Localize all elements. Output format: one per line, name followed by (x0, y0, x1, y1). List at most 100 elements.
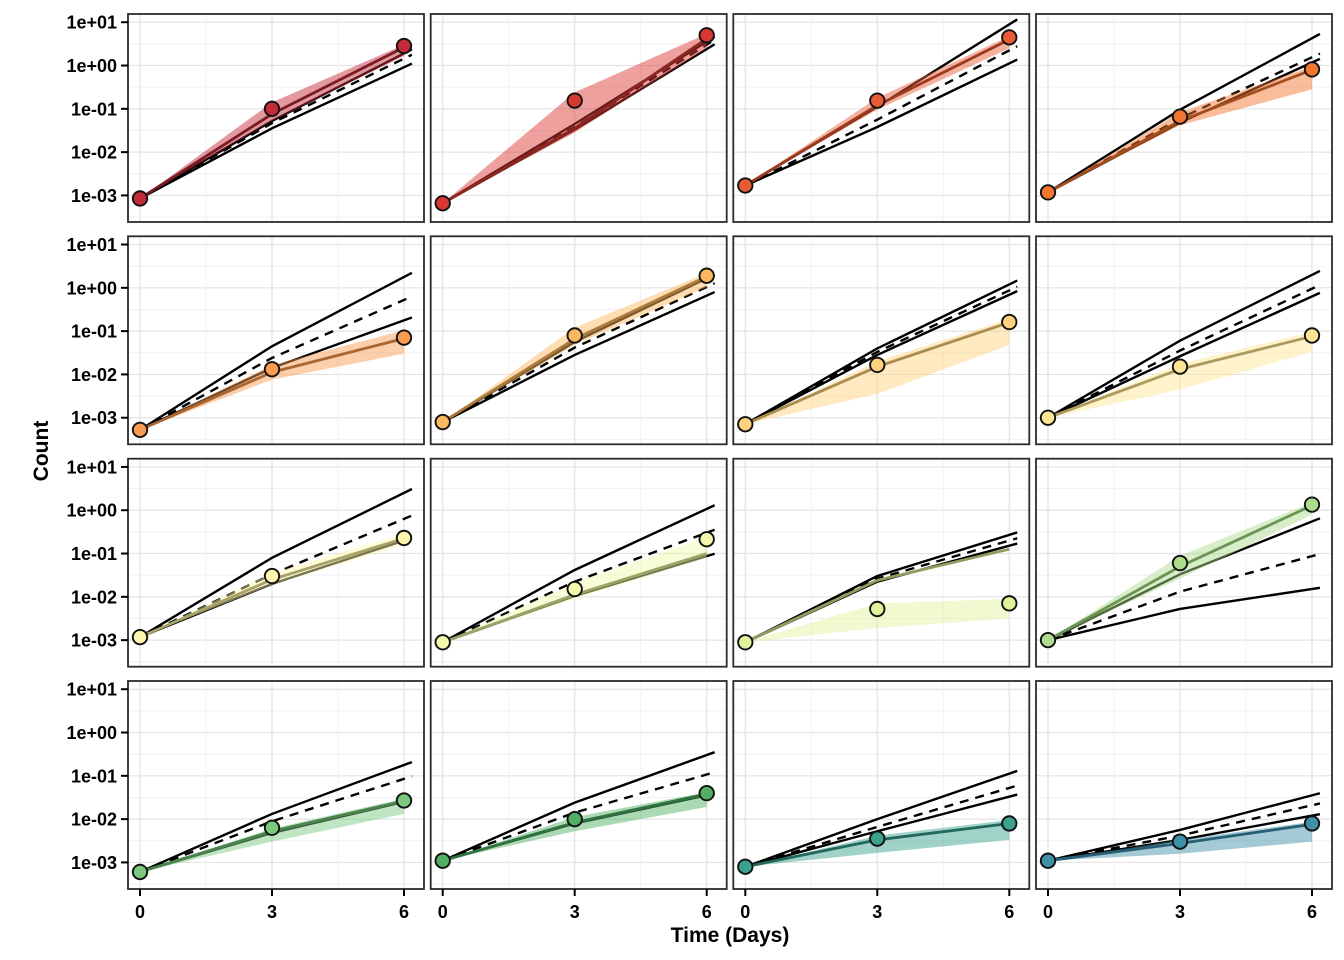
data-point (566, 580, 583, 598)
panel-background (430, 681, 727, 889)
facet-r0c3 (1035, 13, 1333, 223)
data-point (1001, 313, 1018, 331)
fit-line (744, 547, 1010, 644)
confidence-ribbon (1048, 66, 1312, 193)
data-point (1303, 61, 1321, 78)
panel-background (733, 236, 1030, 445)
x-tick-label: 6 (702, 902, 712, 922)
data-point (131, 421, 149, 439)
y-tick-label: 1e+01 (66, 680, 117, 700)
y-tick-label: 1e-02 (71, 143, 117, 163)
data-point (434, 413, 451, 431)
panel-border (1035, 680, 1333, 890)
confidence-ribbon (442, 273, 707, 423)
panel-border (732, 235, 1031, 446)
lower-bound-line (744, 58, 1018, 187)
data-point (395, 792, 413, 809)
y-tick-label: 1e-01 (71, 322, 117, 342)
plot-area: 1e+01 1e+00 1e-01 1e-02 1e-03 1e+01 1e+00 1e-01… (66, 13, 1333, 922)
x-tick-label: 0 (438, 902, 448, 922)
panel-border (127, 680, 425, 890)
data-point (566, 810, 583, 828)
x-tick-label: 6 (399, 902, 409, 922)
fit-line (442, 37, 708, 205)
facet-r1c1 (429, 235, 728, 446)
panel-border (429, 457, 728, 668)
y-tick-label: 1e+00 (66, 56, 117, 76)
lower-bound-line (1047, 586, 1321, 642)
data-point (263, 361, 281, 378)
panel-background (733, 458, 1030, 667)
x-tick-label: 3 (872, 902, 882, 922)
y-tick-label: 1e-03 (71, 853, 117, 873)
lower-bound-line (139, 62, 413, 200)
data-point (1001, 595, 1018, 612)
y-tick-label: 1e+01 (66, 13, 117, 33)
facet-r0c0 (127, 13, 425, 223)
dashed-reference-line (442, 282, 716, 424)
panel-border (429, 680, 728, 890)
x-tick-label: 3 (570, 902, 580, 922)
data-point (395, 37, 413, 55)
data-point (131, 190, 149, 207)
upper-bound-line (1047, 269, 1321, 419)
facet-r2c1 (429, 457, 728, 668)
panel-background (1036, 236, 1332, 445)
upper-bound-line (139, 760, 413, 874)
y-tick-label: 1e-01 (71, 99, 117, 119)
panel-border (127, 13, 425, 223)
data-point (434, 195, 451, 212)
confidence-ribbon (442, 33, 707, 204)
confidence-ribbon (745, 598, 1010, 643)
y-tick-label: 1e-02 (71, 810, 117, 830)
data-point (263, 819, 281, 836)
data-point (698, 784, 715, 802)
data-point (1039, 631, 1057, 649)
x-tick-label: 0 (1043, 902, 1053, 922)
facet-r0c1 (429, 13, 728, 223)
data-point (869, 356, 886, 374)
data-point (737, 858, 754, 875)
data-point (1001, 29, 1018, 46)
data-point (737, 634, 754, 651)
panel-border (429, 235, 728, 446)
upper-bound-line (442, 504, 716, 644)
panel-border (732, 13, 1031, 223)
panel-border (127, 457, 425, 668)
data-point (131, 628, 149, 646)
dashed-reference-line (744, 285, 1018, 426)
x-tick-label: 3 (267, 902, 277, 922)
data-point (566, 92, 583, 109)
data-point (737, 177, 754, 194)
y-tick-label: 1e+00 (66, 278, 117, 298)
upper-bound-line (1047, 517, 1321, 642)
panel-background (128, 236, 424, 445)
panel-border (127, 235, 425, 446)
data-point (1039, 409, 1057, 426)
x-tick-label: 6 (1307, 902, 1317, 922)
x-tick-label: 0 (135, 902, 145, 922)
data-point (698, 27, 715, 44)
x-axis-title: Time (Days) (670, 924, 790, 947)
dashed-reference-line (139, 53, 413, 200)
data-point (263, 100, 281, 117)
facet-r2c2 (732, 457, 1031, 668)
facet-r1c0 (127, 235, 425, 446)
facet-r2c0 (127, 457, 425, 668)
data-point (737, 416, 754, 433)
y-tick-label: 1e+00 (66, 501, 117, 521)
facet-r2c3 (1035, 457, 1333, 668)
panel-border (732, 680, 1031, 890)
data-point (1171, 108, 1189, 125)
dashed-reference-line (744, 45, 1018, 187)
y-tick-label: 1e+01 (66, 457, 117, 477)
x-tick-label: 6 (1004, 902, 1014, 922)
data-point (869, 830, 886, 847)
data-point (698, 531, 715, 548)
data-point (698, 267, 715, 284)
lower-bound-line (1047, 291, 1321, 419)
panel-border (732, 457, 1031, 668)
panel-border (1035, 13, 1333, 223)
data-point (1039, 852, 1057, 869)
